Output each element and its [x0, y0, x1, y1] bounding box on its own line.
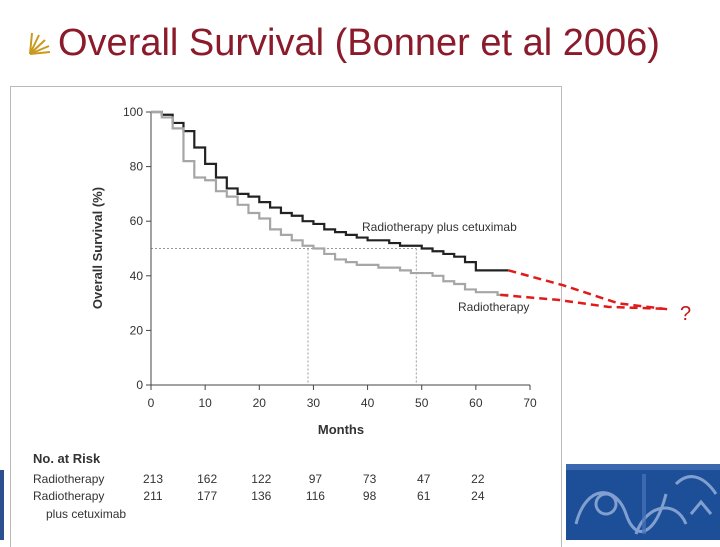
series-label-cetuximab: Radiotherapy plus cetuximab [362, 220, 517, 234]
risk-table-value: 122 [251, 472, 271, 486]
y-tick-label: 80 [130, 160, 144, 174]
extrapolation-line-cetuximab [508, 269, 669, 311]
risk-row-label: Radiotherapy [33, 489, 104, 503]
x-tick-label: 70 [523, 396, 537, 410]
y-axis-label: Overall Survival (%) [90, 187, 105, 309]
risk-table-value: 97 [309, 472, 323, 486]
y-tick-label: 100 [123, 105, 143, 119]
x-tick-label: 0 [148, 396, 155, 410]
series-line-radiotherapy [151, 110, 509, 297]
risk-table-value: 211 [143, 489, 162, 503]
extrapolation-layer [500, 269, 669, 311]
y-tick-label: 0 [136, 378, 143, 392]
x-tick-label: 10 [198, 396, 212, 410]
extrapolation-question-mark: ? [680, 303, 691, 325]
heraldic-pattern-icon [566, 464, 720, 540]
risk-row-label: Radiotherapy [33, 472, 104, 486]
y-tick-label: 20 [130, 323, 144, 337]
risk-table-value: 177 [197, 489, 217, 503]
series-layer [151, 110, 509, 297]
risk-table-value: 47 [417, 472, 431, 486]
median-guides [151, 248, 417, 385]
risk-table-value: 116 [306, 489, 325, 503]
x-tick-label: 60 [469, 396, 483, 410]
fan-bullet-icon [26, 30, 54, 58]
risk-table-value: 73 [363, 472, 377, 486]
risk-table-value: 61 [417, 489, 431, 503]
x-tick-label: 30 [307, 396, 321, 410]
risk-table-value: 98 [363, 489, 377, 503]
risk-table-values: 213 162 122 97 73 47 22 211 177 136 116 98 61 24 [143, 472, 485, 503]
slide-title: Overall Survival (Bonner et al 2006) [58, 22, 660, 64]
y-tick-label: 40 [130, 269, 144, 283]
risk-table-value: 213 [143, 472, 163, 486]
y-tick-label: 60 [130, 214, 144, 228]
chart-axes: 0 10 20 30 40 50 60 70 0 20 40 60 80 100 [123, 105, 537, 410]
series-label-radiotherapy: Radiotherapy [458, 300, 529, 314]
x-tick-label: 50 [415, 396, 429, 410]
risk-table-value: 162 [197, 472, 217, 486]
extrapolation-line-radiotherapy [500, 293, 669, 311]
risk-table-value: 24 [471, 489, 485, 503]
risk-table-value: 136 [251, 489, 271, 503]
series-line-cetuximab [151, 110, 509, 272]
risk-table-header: No. at Risk [33, 451, 101, 466]
x-tick-label: 40 [361, 396, 375, 410]
risk-row-label-continued: plus cetuximab [46, 507, 126, 521]
left-decor-strip [0, 470, 4, 540]
x-tick-label: 20 [253, 396, 267, 410]
x-axis-label: Months [318, 422, 364, 437]
risk-table-value: 22 [471, 472, 485, 486]
figure-frame [10, 86, 562, 547]
